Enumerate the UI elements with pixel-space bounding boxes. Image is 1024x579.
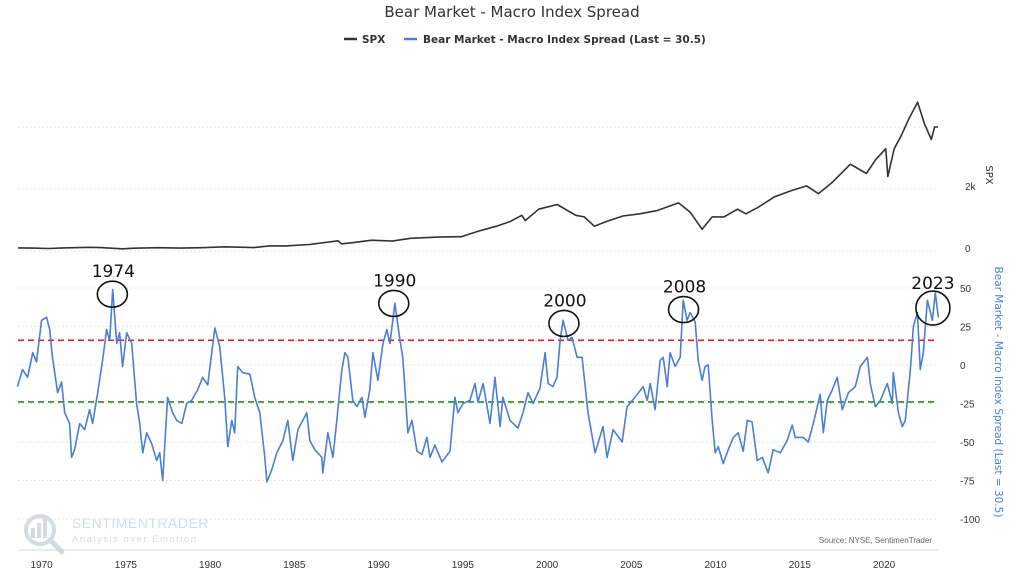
sentimentrader-logo: SENTIMENTRADER Analysis over Emotion xyxy=(24,514,209,555)
x-tick-label: 1995 xyxy=(452,560,475,571)
x-tick-label: 1970 xyxy=(30,560,53,571)
axes: 0 2k 50 25 0 -25 -50 -75 -100 1970 1975 1980 1985 199… xyxy=(18,182,980,571)
x-tick-label: 1985 xyxy=(283,560,306,571)
x-tick-label: 1990 xyxy=(367,560,390,571)
logo-tagline: Analysis over Emotion xyxy=(72,534,197,545)
y-tick-label-spread: -25 xyxy=(960,400,975,411)
annotation-circle xyxy=(96,280,129,308)
legend-item-spx[interactable]: SPX xyxy=(344,34,385,46)
y-tick-label-spread: 0 xyxy=(960,361,966,372)
annotation-label: 1974 xyxy=(92,262,135,282)
y-tick-label-spread: -75 xyxy=(960,477,975,488)
legend-item-spread[interactable]: Bear Market - Macro Index Spread (Last =… xyxy=(404,34,706,46)
x-tick-label: 2000 xyxy=(536,560,559,571)
y-axis-title-spread: Bear Market - Macro Index Spread (Last =… xyxy=(992,267,1004,518)
annotation-label: 2023 xyxy=(911,274,954,294)
legend: SPX Bear Market - Macro Index Spread (La… xyxy=(344,34,706,46)
annotation-label: 1990 xyxy=(373,271,416,291)
annotation-circle xyxy=(667,295,700,324)
y-tick-label-spx: 2k xyxy=(965,182,977,193)
annotation-circle xyxy=(915,290,951,326)
reference-lines xyxy=(18,339,938,403)
x-tick-label: 2015 xyxy=(789,560,812,571)
y-tick-label-spread: 50 xyxy=(960,284,972,295)
spread-line xyxy=(16,288,940,483)
grid xyxy=(18,126,938,520)
x-tick-label: 2005 xyxy=(620,560,643,571)
logo-name: SENTIMENTRADER xyxy=(72,515,209,531)
annotations: 1974 1990 2000 2008 2023 xyxy=(92,262,955,338)
annotation-circle xyxy=(548,309,580,338)
source-text: Source: NYSE, SentimenTrader xyxy=(819,536,932,545)
y-tick-label-spread: -100 xyxy=(960,515,980,526)
y-axis-title-spx: SPX xyxy=(983,165,994,184)
annotation-label: 2000 xyxy=(543,291,586,311)
x-tick-label: 2010 xyxy=(704,560,727,571)
annotation-label: 2008 xyxy=(663,278,706,298)
series xyxy=(16,101,940,483)
spx-line xyxy=(17,101,938,250)
chart-title: Bear Market - Macro Index Spread xyxy=(384,3,639,21)
x-tick-label: 1975 xyxy=(115,560,138,571)
y-tick-label-spread: -50 xyxy=(960,438,975,449)
legend-label-spx: SPX xyxy=(362,34,385,46)
legend-label-spread: Bear Market - Macro Index Spread (Last =… xyxy=(423,34,706,46)
y-tick-label-spread: 25 xyxy=(960,323,972,334)
x-tick-label: 1980 xyxy=(199,560,222,571)
x-tick-label: 2020 xyxy=(873,560,896,571)
annotation-circle xyxy=(377,289,410,318)
y-tick-label-spx: 0 xyxy=(965,244,971,255)
